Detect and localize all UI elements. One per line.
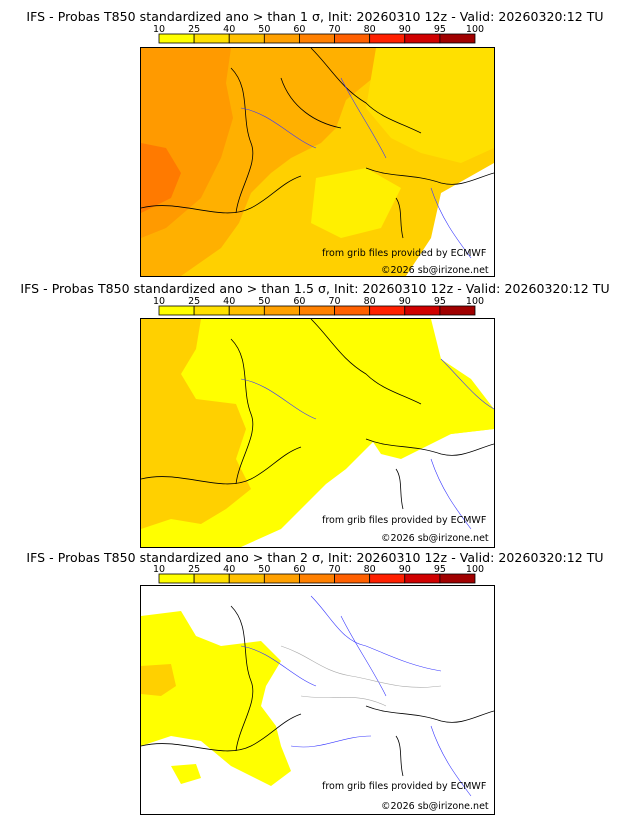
colorbar-tick-label: 10 — [153, 564, 165, 575]
colorbar-tick-label: 10 — [153, 296, 165, 307]
colorbar-segment — [228, 33, 265, 44]
probability-map — [140, 318, 495, 548]
colorbar-tick-label: 95 — [434, 296, 446, 307]
colorbar-segment — [263, 573, 300, 584]
data-source-credit: from grib files provided by ECMWF — [322, 781, 487, 792]
colorbar: 10 25 40 50 60 70 80 90 95 100 — [153, 564, 484, 584]
colorbar-segment — [299, 305, 335, 316]
data-source-credit: from grib files provided by ECMWF — [322, 248, 487, 259]
copyright-credit: ©2026 sb@irizone.net — [381, 265, 489, 276]
copyright-credit: ©2026 sb@irizone.net — [381, 533, 489, 544]
colorbar-segment — [369, 573, 406, 584]
map-panel-2: IFS - Probas T850 standardized ano > tha… — [0, 272, 630, 548]
colorbar-tick-label: 100 — [466, 564, 484, 575]
colorbar-segment — [404, 33, 441, 44]
copyright-credit: ©2026 sb@irizone.net — [381, 801, 489, 812]
colorbar-tick-label: 40 — [223, 24, 235, 35]
colorbar-tick-label: 60 — [293, 296, 305, 307]
colorbar-segment — [228, 305, 265, 316]
colorbar-segment — [334, 33, 371, 44]
map-panel-3: IFS - Probas T850 standardized ano > tha… — [0, 544, 630, 816]
colorbar-segment — [228, 573, 265, 584]
colorbar-segment — [158, 33, 195, 44]
colorbar-segment — [369, 305, 406, 316]
panel-title: IFS - Probas T850 standardized ano > tha… — [26, 9, 604, 24]
colorbar-tick-label: 70 — [329, 296, 341, 307]
colorbar-tick-label: 90 — [399, 564, 411, 575]
colorbar-tick-label: 50 — [258, 296, 270, 307]
colorbar-segment — [334, 573, 371, 584]
probability-map — [140, 47, 495, 277]
colorbar-tick-label: 90 — [399, 296, 411, 307]
colorbar-segment — [299, 33, 335, 44]
colorbar-segment — [158, 305, 195, 316]
colorbar-tick-label: 60 — [293, 564, 305, 575]
colorbar-tick-label: 40 — [223, 564, 235, 575]
colorbar-tick-label: 60 — [293, 24, 305, 35]
colorbar-segment — [193, 305, 230, 316]
colorbar-segment — [263, 305, 300, 316]
colorbar-tick-label: 10 — [153, 24, 165, 35]
colorbar-tick-label: 90 — [399, 24, 411, 35]
panel-title: IFS - Probas T850 standardized ano > tha… — [26, 550, 604, 565]
colorbar-segment — [299, 573, 335, 584]
colorbar-segment — [404, 305, 441, 316]
colorbar-segment — [369, 33, 406, 44]
colorbar-segment — [193, 33, 230, 44]
data-source-credit: from grib files provided by ECMWF — [322, 515, 487, 526]
panel-title: IFS - Probas T850 standardized ano > tha… — [20, 281, 610, 296]
colorbar-tick-label: 25 — [188, 296, 200, 307]
colorbar-segment — [439, 573, 476, 584]
colorbar-segment — [404, 573, 441, 584]
colorbar-segment — [334, 305, 371, 316]
colorbar-tick-label: 80 — [364, 296, 376, 307]
colorbar-tick-label: 95 — [434, 564, 446, 575]
colorbar-segment — [263, 33, 300, 44]
colorbar-tick-label: 80 — [364, 564, 376, 575]
colorbar-segment — [158, 573, 195, 584]
colorbar-tick-label: 70 — [329, 564, 341, 575]
colorbar-tick-label: 50 — [258, 564, 270, 575]
colorbar: 10 25 40 50 60 70 80 90 95 100 — [153, 296, 484, 316]
colorbar-tick-label: 80 — [364, 24, 376, 35]
probability-map — [140, 585, 495, 815]
colorbar-tick-label: 100 — [466, 24, 484, 35]
colorbar-tick-label: 25 — [188, 24, 200, 35]
colorbar-segment — [439, 305, 476, 316]
colorbar-tick-label: 40 — [223, 296, 235, 307]
colorbar-segment — [439, 33, 476, 44]
colorbar-tick-label: 95 — [434, 24, 446, 35]
colorbar: 10 25 40 50 60 70 80 90 95 100 — [153, 24, 484, 44]
colorbar-tick-label: 50 — [258, 24, 270, 35]
map-panel-1: IFS - Probas T850 standardized ano > tha… — [0, 0, 630, 277]
colorbar-tick-label: 70 — [329, 24, 341, 35]
colorbar-tick-label: 25 — [188, 564, 200, 575]
colorbar-segment — [193, 573, 230, 584]
colorbar-tick-label: 100 — [466, 296, 484, 307]
